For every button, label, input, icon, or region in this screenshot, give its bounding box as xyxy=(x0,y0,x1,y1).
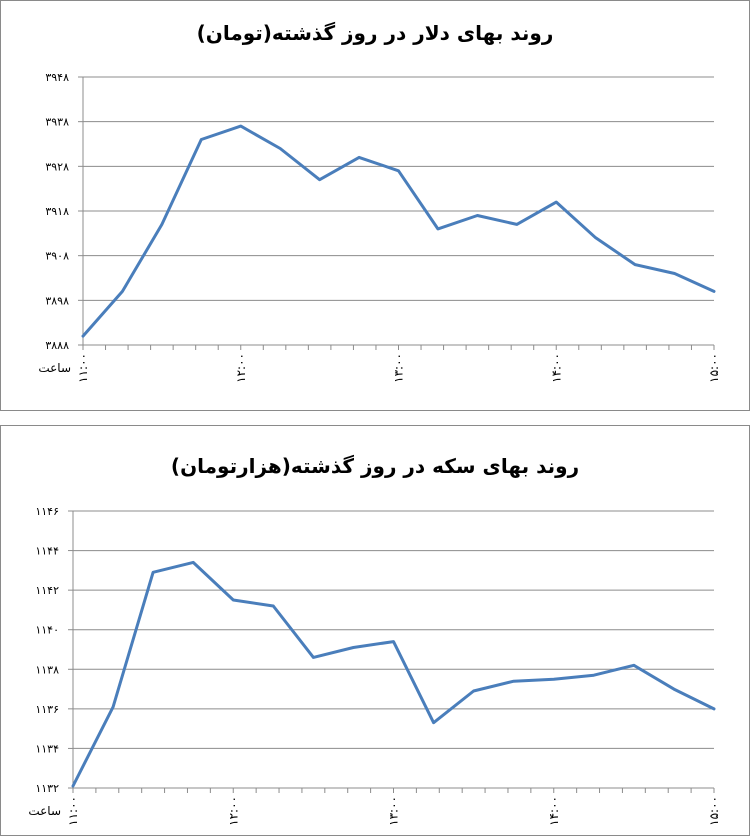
data-point xyxy=(592,674,596,677)
y-tick-label: ۱۱۴۰ xyxy=(35,624,59,637)
data-point xyxy=(160,223,164,226)
data-point xyxy=(352,646,355,649)
data-point xyxy=(472,689,475,693)
data-point xyxy=(318,178,321,181)
y-tick-label: ۳۹۱۸ xyxy=(45,205,69,218)
x-tick-label: ۱۵:۰۰ xyxy=(707,796,721,826)
data-point xyxy=(712,707,716,711)
y-tick-label: ۱۱۴۶ xyxy=(35,505,59,518)
y-tick-label: ۱۱۳۴ xyxy=(35,742,59,755)
data-point xyxy=(436,227,440,231)
data-point xyxy=(121,290,124,293)
y-tick-label: ۱۱۴۲ xyxy=(35,584,59,597)
data-point xyxy=(476,214,479,217)
x-axis-label: ساعت xyxy=(38,361,71,375)
data-point xyxy=(432,721,435,724)
data-point xyxy=(232,598,235,602)
y-tick-label: ۳۹۳۸ xyxy=(45,116,69,129)
chart-title: روند بهای دلار در روز گذشته(تومان) xyxy=(196,21,554,45)
data-point xyxy=(151,571,155,574)
data-point xyxy=(512,679,515,683)
data-point xyxy=(515,223,519,226)
x-tick-label: ۱۱:۰۰ xyxy=(76,353,90,383)
data-point xyxy=(672,687,676,691)
dollar-chart-panel: روند بهای دلار در روز گذشته(تومان) ۳۸۸۸ ۳… xyxy=(0,0,750,411)
x-tick-label: ۱۲:۰۰ xyxy=(226,796,240,826)
x-tick-label: ۱۴:۰۰ xyxy=(547,796,561,826)
data-point xyxy=(594,236,597,239)
data-point xyxy=(357,156,361,159)
data-point xyxy=(191,561,195,564)
data-point xyxy=(397,169,400,172)
data-point xyxy=(712,290,716,293)
x-tick-label: ۱۴:۰۰ xyxy=(549,353,563,383)
y-tick-label: ۱۱۳۸ xyxy=(35,663,59,676)
data-point xyxy=(555,200,558,204)
dollar-chart-plot: ۳۸۸۸ ۳۸۹۸ ۳۹۰۸ ۳۹۱۸ ۳۹۲۸ ۳۹۳۸ ۳۹۴۸ ۱۱:۰۰ ۱۲:۰۰ ۱۳… xyxy=(38,71,721,383)
x-tick-label: ۱۵:۰۰ xyxy=(707,353,721,383)
chart-title: روند بهای سکه در روز گذشته(هزارتومان) xyxy=(170,454,580,478)
series-line xyxy=(71,560,716,788)
y-tick-label: ۱۱۴۴ xyxy=(35,545,59,558)
data-point xyxy=(239,124,242,128)
x-tick-label: ۱۳:۰۰ xyxy=(392,353,406,383)
data-point xyxy=(111,705,115,709)
coin-chart-plot: ۱۱۳۲ ۱۱۳۴ ۱۱۳۶ ۱۱۳۸ ۱۱۴۰ ۱۱۴۲ ۱۱۴۴ ۱۱۴۶ ۱۱:۰۰ ۱۲:… xyxy=(28,505,721,826)
x-tick-label: ۱۱:۰۰ xyxy=(66,796,80,826)
y-tick-label: ۱۱۳۲ xyxy=(35,782,59,795)
data-point xyxy=(278,147,282,150)
y-tick-label: ۳۹۴۸ xyxy=(45,71,69,84)
data-point xyxy=(392,640,395,643)
y-tick-label: ۳۹۲۸ xyxy=(45,160,69,173)
x-tick-label: ۱۳:۰۰ xyxy=(387,796,401,826)
coin-chart-panel: روند بهای سکه در روز گذشته(هزارتومان) ۱۱… xyxy=(0,425,750,836)
data-point xyxy=(312,656,315,659)
data-point xyxy=(71,784,75,788)
series-line xyxy=(81,124,716,338)
y-tick-label: ۳۹۰۸ xyxy=(45,250,69,263)
x-tick-label: ۱۲:۰۰ xyxy=(234,353,248,383)
data-point xyxy=(552,677,555,681)
data-point xyxy=(673,272,676,275)
data-point xyxy=(633,263,637,266)
y-tick-label: ۳۸۸۸ xyxy=(45,339,69,352)
data-point xyxy=(200,138,203,141)
y-tick-label: ۱۱۳۶ xyxy=(35,703,59,716)
x-axis-label: ساعت xyxy=(28,804,61,818)
data-point xyxy=(272,604,275,608)
data-point xyxy=(81,334,85,338)
y-tick-label: ۳۸۹۸ xyxy=(45,294,69,307)
data-point xyxy=(632,664,636,667)
